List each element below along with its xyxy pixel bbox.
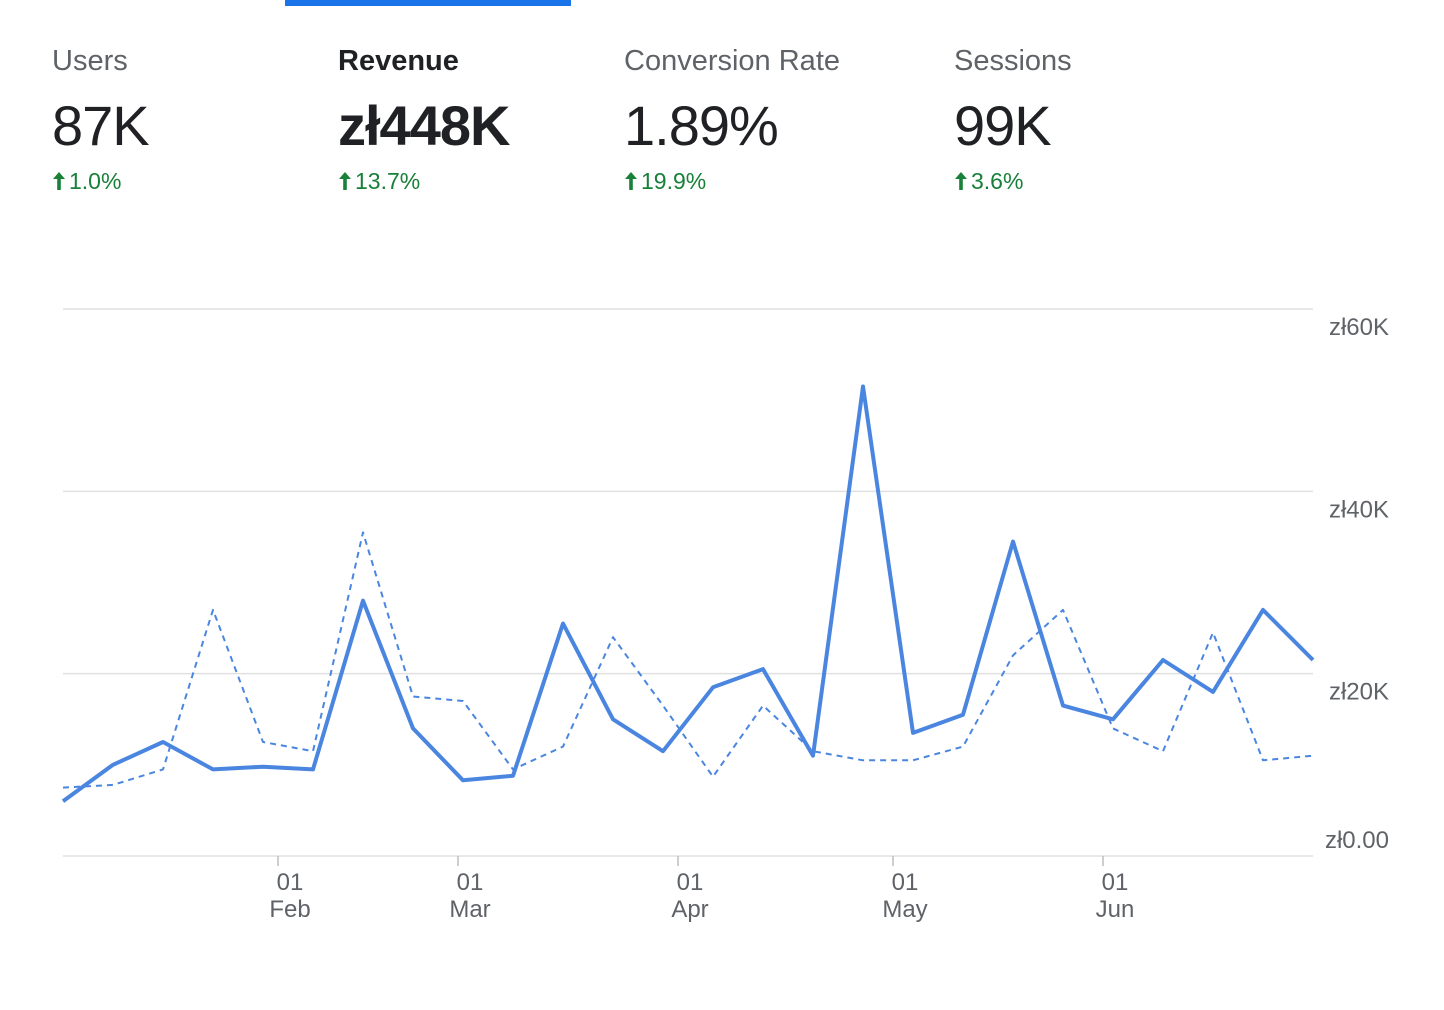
- metric-label: Revenue: [338, 45, 459, 77]
- metric-value: 1.89%: [624, 94, 779, 157]
- metric-value: zł448K: [338, 94, 510, 157]
- metric-value: 87K: [52, 94, 150, 157]
- metric-label: Sessions: [954, 45, 1072, 77]
- metric-change: 19.9%: [624, 166, 904, 196]
- metric-tab-conversion-rate[interactable]: Conversion Rate 1.89% 19.9%: [624, 40, 904, 196]
- metric-change: 3.6%: [954, 166, 1234, 196]
- active-tab-indicator: [285, 0, 571, 6]
- x-tick-month: Jun: [1096, 896, 1135, 923]
- y-tick-label: zł60K: [1329, 314, 1389, 341]
- y-tick-label: zł20K: [1329, 679, 1389, 706]
- metric-label: Conversion Rate: [624, 45, 840, 77]
- x-tick-month: May: [882, 896, 927, 923]
- arrow-up-icon: [625, 172, 637, 190]
- metric-tab-revenue[interactable]: Revenue zł448K 13.7%: [338, 40, 618, 196]
- series-line-current-period: [61, 384, 1315, 803]
- metric-change-value: 3.6%: [971, 168, 1024, 194]
- revenue-line-chart: zł0.00zł20Kzł40Kzł60K01Feb01Mar01Apr01Ma…: [61, 308, 1389, 923]
- metric-label: Users: [52, 45, 128, 77]
- x-tick-month: Mar: [449, 896, 490, 923]
- x-tick-day: 01: [277, 869, 304, 896]
- metric-tab-sessions[interactable]: Sessions 99K 3.6%: [954, 40, 1234, 196]
- x-tick-month: Feb: [269, 896, 310, 923]
- y-tick-label: zł40K: [1329, 496, 1389, 523]
- metric-value: 99K: [954, 94, 1052, 157]
- arrow-up-icon: [53, 172, 65, 190]
- metric-change-value: 19.9%: [641, 168, 707, 194]
- x-tick-day: 01: [677, 869, 704, 896]
- x-tick-day: 01: [457, 869, 484, 896]
- series-line-previous-period: [62, 531, 1314, 789]
- metric-tab-users[interactable]: Users 87K 1.0%: [52, 40, 332, 196]
- x-tick-day: 01: [892, 869, 919, 896]
- metric-change: 1.0%: [52, 166, 332, 196]
- arrow-up-icon: [955, 172, 967, 190]
- metric-change: 13.7%: [338, 166, 618, 196]
- metric-change-value: 1.0%: [69, 168, 122, 194]
- metric-change-value: 13.7%: [355, 168, 421, 194]
- x-tick-day: 01: [1102, 869, 1129, 896]
- y-tick-label: zł0.00: [1325, 827, 1389, 854]
- arrow-up-icon: [339, 172, 351, 190]
- x-tick-month: Apr: [671, 896, 708, 923]
